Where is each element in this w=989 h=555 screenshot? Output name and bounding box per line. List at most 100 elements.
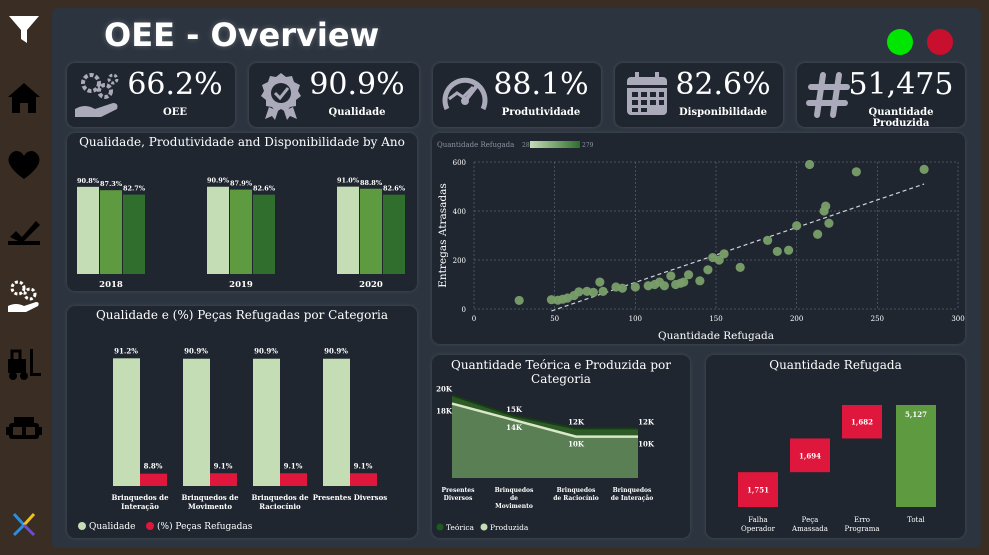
scatter-point	[666, 271, 676, 281]
kpi-value: 51,475	[848, 67, 954, 102]
bar-2019-1	[230, 189, 252, 274]
sidebar	[0, 0, 52, 555]
x-tick-label: Brinquedos de	[181, 493, 239, 502]
x-axis-label: Quantidade Refugada	[658, 330, 774, 342]
chart-title: Quantidade Refugada	[769, 358, 902, 372]
gears-hand-icon[interactable]	[6, 278, 42, 314]
bar-label: 9.1%	[354, 461, 373, 470]
x-tick-label: Programa	[844, 525, 879, 533]
main-canvas: OEE - Overview 66.2% OEE 90.9% Qualidade…	[52, 8, 981, 548]
kpi-value: 88.1%	[493, 67, 589, 102]
bar-pecas-refugadas	[210, 473, 237, 486]
bar-2018-2	[123, 194, 145, 274]
home-icon[interactable]	[6, 80, 42, 116]
scatter-point	[813, 229, 823, 239]
kpi-card-produtividade: 88.1% Produtividade	[433, 63, 601, 127]
kpi-label: Disponibilidade	[678, 107, 768, 118]
status-green-button[interactable]	[887, 29, 913, 55]
bar-label: 82.6%	[253, 185, 276, 193]
scatter-point	[595, 277, 605, 287]
bar-label: 9.1%	[284, 461, 303, 470]
data-label-produzida: 10K	[568, 440, 585, 449]
y-axis-label: Entregas Atrasadas	[437, 183, 449, 288]
x-tick-label: Interação	[121, 502, 159, 511]
x-tick-label: de Raciocínio	[553, 495, 599, 502]
chart-title: Qualidade e (%) Peças Refugadas por Cate…	[95, 308, 389, 322]
waterfall-bar	[790, 438, 830, 473]
gears-hand-icon	[73, 69, 125, 121]
data-label-teorica: 12K	[638, 417, 655, 426]
data-label-produzida: 18K	[436, 407, 453, 416]
panel-by-category: Qualidade e (%) Peças Refugadas por Cate…	[67, 306, 417, 538]
bar-2018-1	[100, 190, 122, 274]
bar-label: 90.9%	[207, 177, 230, 185]
y-tick-label: 200	[453, 257, 466, 265]
bar-qualidade	[113, 358, 140, 486]
panel-waterfall: Quantidade Refugada 1,751 Falha Operador 1,…	[706, 355, 965, 538]
area-chart: 20K18KPresentesDiversos15K14KBrinquedosd…	[436, 384, 655, 532]
x-tick-label: Brinquedos	[613, 487, 652, 494]
scatter-point	[679, 277, 689, 287]
scatter-point	[588, 287, 598, 297]
scatter-chart: Quantidade Refugada 28 279 0 200 400 600 0 50 100…	[437, 141, 965, 342]
data-label-teorica: 20K	[436, 384, 453, 393]
bar-label: 9.1%	[214, 461, 233, 470]
bar-label: 82.6%	[383, 185, 406, 193]
scatter-point	[919, 164, 929, 174]
bar-2019-0	[207, 186, 229, 274]
waterfall-bar	[842, 405, 882, 439]
scatter-point	[695, 276, 705, 286]
filter-icon[interactable]	[6, 12, 42, 48]
x-tick-label: Falha	[748, 516, 767, 524]
y-tick-label: 0	[462, 306, 466, 314]
x-tick-label: 0	[472, 315, 476, 323]
line-teorica	[451, 394, 638, 430]
bar-label: 82.7%	[123, 185, 146, 193]
forklift-icon[interactable]	[6, 346, 42, 382]
scatter-point	[851, 167, 861, 177]
scatter-point	[763, 235, 773, 245]
x-tick-label: 2018	[99, 280, 123, 290]
status-red-button[interactable]	[927, 29, 953, 55]
bar-label: 87.3%	[100, 180, 123, 188]
kpi-value: 66.2%	[127, 67, 223, 102]
legend-label: Teórica	[446, 523, 475, 532]
bar-2020-2	[383, 194, 405, 274]
heart-icon[interactable]	[6, 146, 42, 182]
bar-2020-1	[360, 188, 382, 274]
kpi-value: 82.6%	[675, 67, 771, 102]
x-tick-label: 2019	[229, 280, 253, 290]
x-tick-label: Amassada	[791, 525, 828, 533]
quality-check-icon[interactable]	[6, 212, 42, 248]
y-tick-label: 400	[453, 208, 466, 216]
kpi-card-qualidade: 90.9% Qualidade	[249, 63, 419, 127]
scatter-point	[719, 249, 729, 259]
scatter-point	[574, 287, 584, 297]
x-tick-label: 150	[709, 315, 722, 323]
x-tick-label: Peça	[802, 516, 819, 524]
x-tick-label: 2020	[359, 280, 383, 290]
kpi-value: 90.9%	[309, 67, 405, 102]
legend-min: 28	[522, 142, 530, 149]
kpi-label: Quantidade Produzida	[868, 107, 934, 129]
panel-by-year: Qualidade, Produtividade and Disponibili…	[67, 133, 417, 291]
bar-label: 1,694	[799, 451, 821, 460]
logo-icon	[6, 506, 42, 542]
y-tick-label: 600	[453, 159, 466, 167]
kpi-label: Produtividade	[501, 107, 581, 118]
area-produzida	[452, 403, 638, 478]
legend-label: Qualidade	[89, 522, 136, 532]
waterfall-bar	[896, 405, 936, 507]
bar-pecas-refugadas	[140, 473, 167, 486]
x-tick-label: 250	[871, 315, 884, 323]
scatter-point	[824, 218, 834, 228]
vr-headset-icon[interactable]	[6, 412, 42, 448]
x-tick-label: Movimento	[188, 502, 232, 511]
x-tick-label: 100	[629, 315, 642, 323]
bar-label: 90.8%	[77, 177, 100, 185]
bar-label: 87.9%	[230, 180, 253, 188]
x-tick-label: Diversos	[444, 495, 473, 502]
legend-label: Produzida	[490, 523, 529, 532]
x-tick-label: Raciocínio	[259, 502, 301, 511]
